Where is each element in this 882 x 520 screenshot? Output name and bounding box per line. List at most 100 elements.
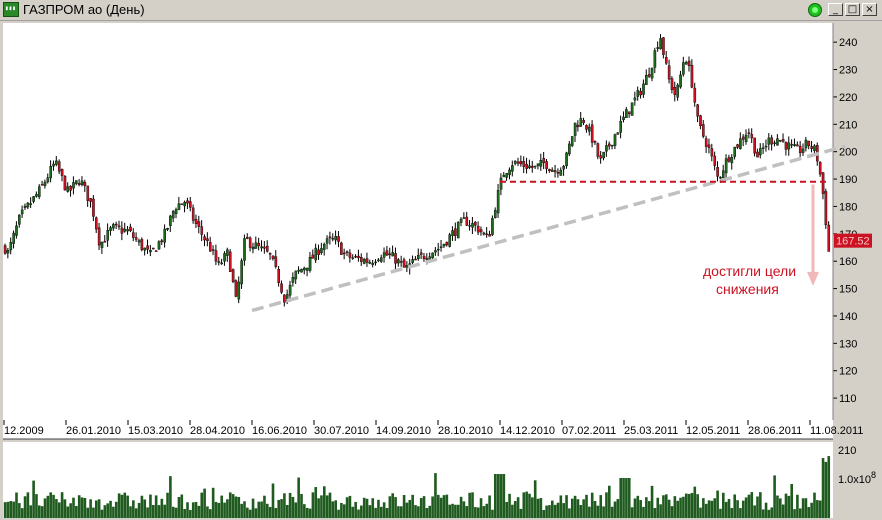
volume-bar xyxy=(291,496,295,518)
candle-body xyxy=(630,102,634,116)
candle-body xyxy=(75,180,78,184)
date-tick-label: 15.03.2010 xyxy=(128,425,183,437)
volume-bar xyxy=(613,501,617,518)
candle-body xyxy=(411,259,414,263)
price-tick-label: 180 xyxy=(839,201,857,213)
volume-bar xyxy=(454,504,457,518)
candle-body xyxy=(739,138,742,149)
candle-body xyxy=(787,142,791,150)
volume-bar xyxy=(525,491,528,518)
status-indicator-icon[interactable] xyxy=(808,3,822,17)
close-button[interactable]: × xyxy=(862,3,877,16)
volume-bar xyxy=(46,495,50,518)
candle-body xyxy=(516,161,520,164)
volume-bar xyxy=(377,499,380,518)
volume-bar xyxy=(89,499,92,518)
volume-bar xyxy=(585,494,588,518)
volume-bar xyxy=(779,498,782,518)
volume-bar xyxy=(702,498,705,518)
volume-bar xyxy=(713,498,717,518)
candle-body xyxy=(274,256,278,267)
volume-bar xyxy=(211,487,215,518)
candle-body xyxy=(528,165,531,169)
volume-bar xyxy=(716,490,719,518)
candle-body xyxy=(796,144,799,147)
date-tick-label: 11.08.2011 xyxy=(810,425,863,437)
minimize-button[interactable]: _ xyxy=(828,3,843,16)
chart-area[interactable]: 1101201301401501601701801902002102202302… xyxy=(0,20,882,520)
volume-bar xyxy=(590,492,594,518)
volume-bar xyxy=(223,502,226,518)
candle-body xyxy=(72,182,75,189)
candle-body xyxy=(756,151,759,158)
volume-bar xyxy=(682,496,685,518)
candle-body xyxy=(303,267,306,271)
volume-bar xyxy=(593,501,597,518)
candle-body xyxy=(448,234,452,247)
volume-bar xyxy=(374,507,377,518)
candle-body xyxy=(362,259,366,264)
candle-body xyxy=(414,258,417,261)
candle-body xyxy=(599,155,603,159)
candle-body xyxy=(605,145,608,152)
volume-bar xyxy=(741,500,745,518)
candle-body xyxy=(650,67,654,79)
candle-body xyxy=(804,139,808,149)
candle-body xyxy=(20,209,24,215)
price-tick-label: 110 xyxy=(839,393,857,405)
volume-bar xyxy=(23,496,27,518)
volume-bar xyxy=(154,495,158,518)
candle-body xyxy=(260,246,263,249)
annotation-text-line2: снижения xyxy=(716,281,779,297)
candle-body xyxy=(311,254,315,259)
volume-bar xyxy=(120,494,124,518)
title-bar[interactable]: ▮▮▮ ГАЗПРОМ ао (День) _ □ × xyxy=(0,0,882,21)
volume-bar xyxy=(160,498,164,518)
volume-bar xyxy=(260,501,263,518)
volume-bar xyxy=(750,492,754,518)
candle-body xyxy=(813,145,816,151)
candle-body xyxy=(827,224,831,252)
candle-body xyxy=(83,182,87,187)
volume-bar xyxy=(551,500,554,518)
volume-bar xyxy=(531,497,534,518)
volume-bar xyxy=(83,497,87,518)
volume-bar xyxy=(134,508,138,518)
volume-bar xyxy=(75,505,78,518)
candle-body xyxy=(659,38,662,50)
candle-body xyxy=(562,166,565,170)
price-tick-label: 240 xyxy=(839,37,857,49)
volume-bar xyxy=(508,493,511,518)
candle-body xyxy=(824,191,828,226)
volume-bar xyxy=(189,509,192,518)
volume-bar xyxy=(26,492,30,518)
volume-bar xyxy=(793,509,796,518)
candle-body xyxy=(394,253,397,264)
maximize-button[interactable]: □ xyxy=(845,3,860,16)
candle-body xyxy=(642,83,645,95)
candle-body xyxy=(94,217,98,230)
volume-bar xyxy=(123,492,127,518)
candle-body xyxy=(702,124,705,137)
volume-bar xyxy=(171,506,175,518)
candle-body xyxy=(476,225,480,233)
candle-body xyxy=(579,118,583,127)
volume-bar xyxy=(787,495,791,518)
date-tick-label: 16.06.2010 xyxy=(252,425,307,437)
candle-body xyxy=(66,186,70,192)
volume-bar xyxy=(285,505,289,518)
window-title: ГАЗПРОМ ао (День) xyxy=(23,2,145,17)
candle-body xyxy=(214,250,218,262)
candle-body xyxy=(747,132,751,135)
candle-body xyxy=(340,242,343,255)
volume-bar xyxy=(368,505,372,518)
price-tick-label: 130 xyxy=(839,338,857,350)
candle-body xyxy=(391,252,395,257)
candle-body xyxy=(522,161,526,167)
volume-bar xyxy=(95,500,98,518)
candle-body xyxy=(174,209,178,214)
volume-bar xyxy=(619,478,622,518)
volume-bar xyxy=(226,499,229,518)
date-tick-label: 30.07.2010 xyxy=(314,425,369,437)
candle-body xyxy=(100,241,104,248)
